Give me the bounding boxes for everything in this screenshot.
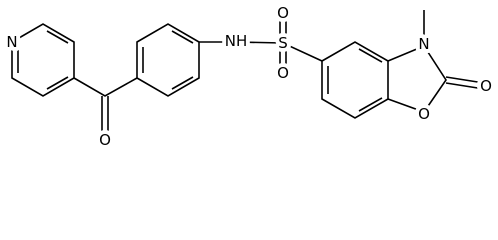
atom-label: S bbox=[278, 34, 288, 52]
atom-label: O bbox=[277, 64, 289, 82]
atom-label: N bbox=[418, 35, 429, 53]
atom-label: O bbox=[480, 77, 492, 95]
double-bond-inner bbox=[142, 30, 194, 90]
atom-label: O bbox=[418, 105, 430, 123]
atom-label: NH bbox=[225, 32, 248, 50]
atom-label: O bbox=[277, 4, 289, 22]
bond bbox=[73, 77, 138, 97]
bond bbox=[387, 45, 447, 113]
double-bond bbox=[101, 96, 109, 132]
double-bond-inner bbox=[327, 48, 383, 112]
bond bbox=[199, 41, 323, 62]
double-bond bbox=[279, 14, 287, 72]
atom-label: O bbox=[99, 131, 111, 149]
bond bbox=[321, 41, 389, 119]
bonds bbox=[11, 10, 485, 132]
double-bond-inner bbox=[17, 30, 69, 90]
bond bbox=[136, 23, 200, 97]
bond bbox=[11, 23, 75, 97]
atom-label: N bbox=[6, 33, 17, 51]
double-bond bbox=[445, 76, 485, 90]
